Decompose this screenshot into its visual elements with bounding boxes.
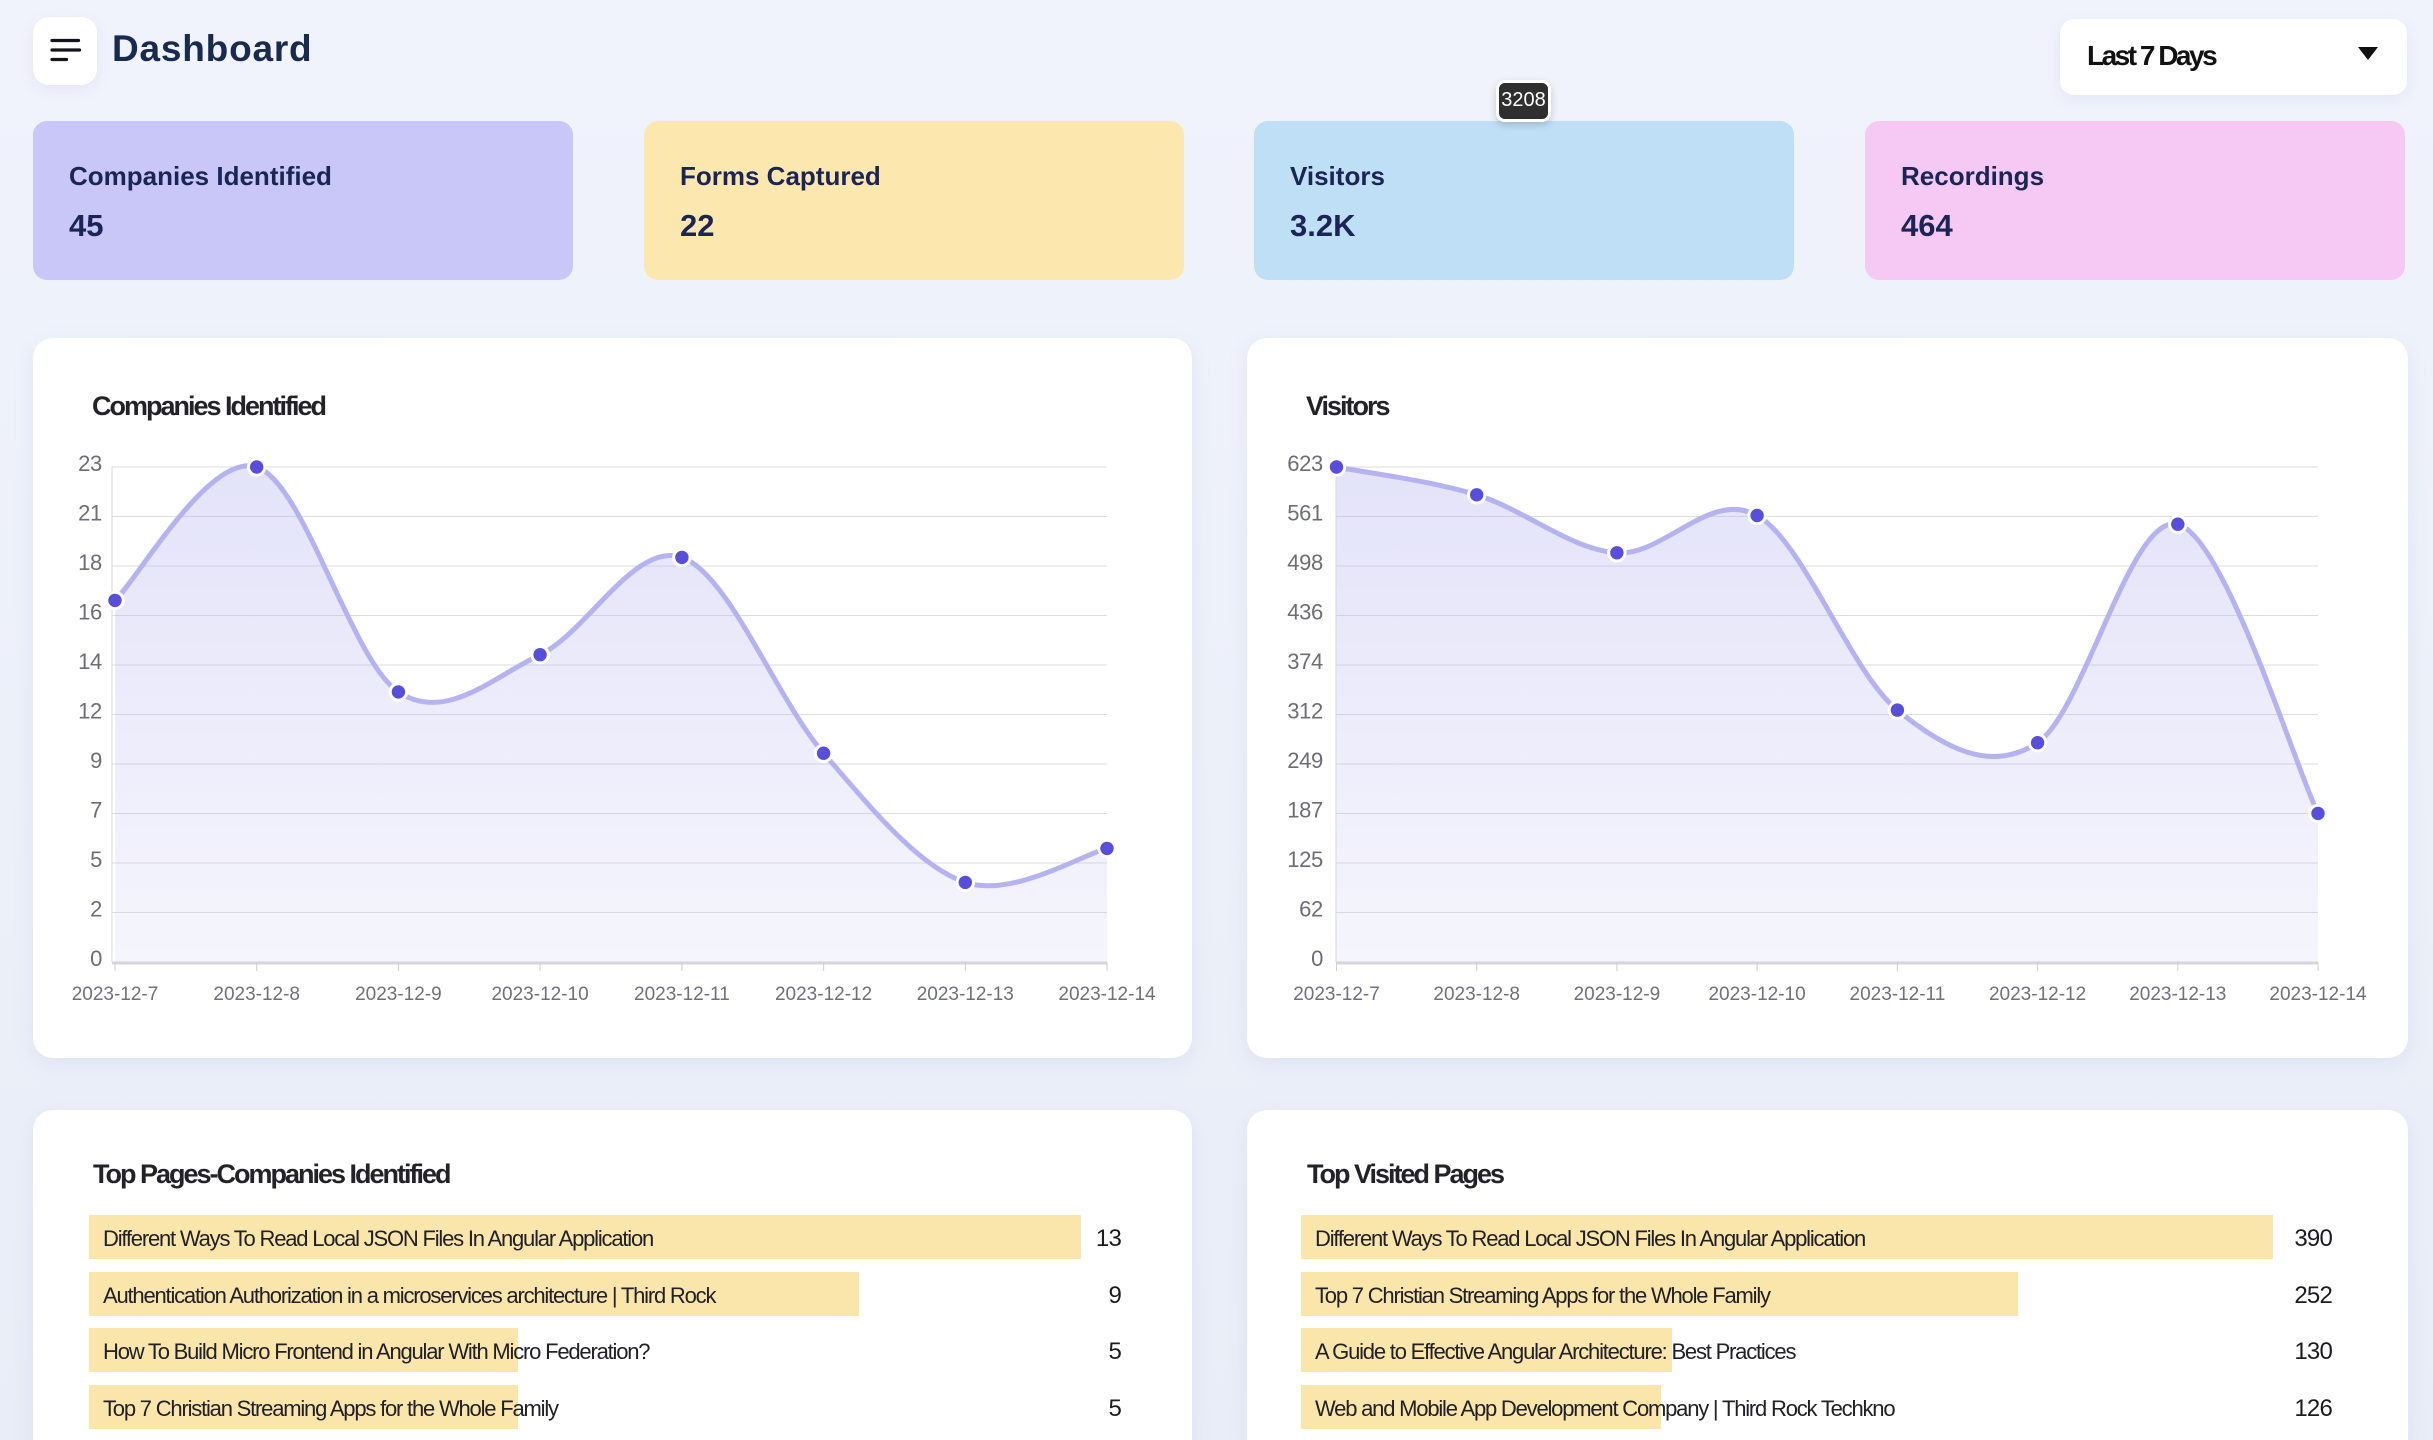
svg-text:12: 12 xyxy=(78,699,102,724)
svg-text:21: 21 xyxy=(78,501,102,526)
svg-text:2023-12-9: 2023-12-9 xyxy=(1574,984,1661,1005)
svg-text:2023-12-12: 2023-12-12 xyxy=(775,984,872,1005)
svg-text:2023-12-13: 2023-12-13 xyxy=(2129,984,2226,1005)
svg-text:498: 498 xyxy=(1287,550,1323,575)
svg-text:2023-12-10: 2023-12-10 xyxy=(1708,984,1805,1005)
svg-text:62: 62 xyxy=(1299,897,1323,922)
svg-text:312: 312 xyxy=(1287,699,1323,724)
svg-text:2023-12-9: 2023-12-9 xyxy=(355,984,442,1005)
svg-text:2023-12-13: 2023-12-13 xyxy=(917,984,1014,1005)
svg-text:2023-12-14: 2023-12-14 xyxy=(2269,984,2367,1005)
svg-text:2023-12-10: 2023-12-10 xyxy=(491,984,588,1005)
svg-text:2023-12-7: 2023-12-7 xyxy=(1293,984,1380,1005)
svg-text:125: 125 xyxy=(1287,847,1323,872)
svg-text:7: 7 xyxy=(90,798,102,823)
svg-text:5: 5 xyxy=(90,847,102,872)
svg-text:23: 23 xyxy=(78,451,102,476)
svg-text:9: 9 xyxy=(90,748,102,773)
svg-text:623: 623 xyxy=(1287,451,1323,476)
svg-text:187: 187 xyxy=(1287,798,1323,823)
svg-text:2023-12-8: 2023-12-8 xyxy=(213,984,300,1005)
svg-text:2023-12-14: 2023-12-14 xyxy=(1058,984,1156,1005)
svg-text:2023-12-11: 2023-12-11 xyxy=(1850,984,1946,1005)
svg-text:0: 0 xyxy=(1311,946,1323,971)
svg-text:561: 561 xyxy=(1287,501,1323,526)
svg-text:2023-12-7: 2023-12-7 xyxy=(72,984,159,1005)
svg-text:249: 249 xyxy=(1287,748,1323,773)
svg-text:2: 2 xyxy=(90,897,102,922)
svg-text:374: 374 xyxy=(1287,649,1323,674)
svg-text:2023-12-8: 2023-12-8 xyxy=(1433,984,1520,1005)
svg-text:2023-12-12: 2023-12-12 xyxy=(1989,984,2086,1005)
svg-text:18: 18 xyxy=(78,550,102,575)
svg-text:0: 0 xyxy=(90,946,102,971)
svg-text:16: 16 xyxy=(78,600,102,625)
svg-text:2023-12-11: 2023-12-11 xyxy=(634,984,730,1005)
svg-text:436: 436 xyxy=(1287,600,1323,625)
svg-text:14: 14 xyxy=(78,649,102,674)
